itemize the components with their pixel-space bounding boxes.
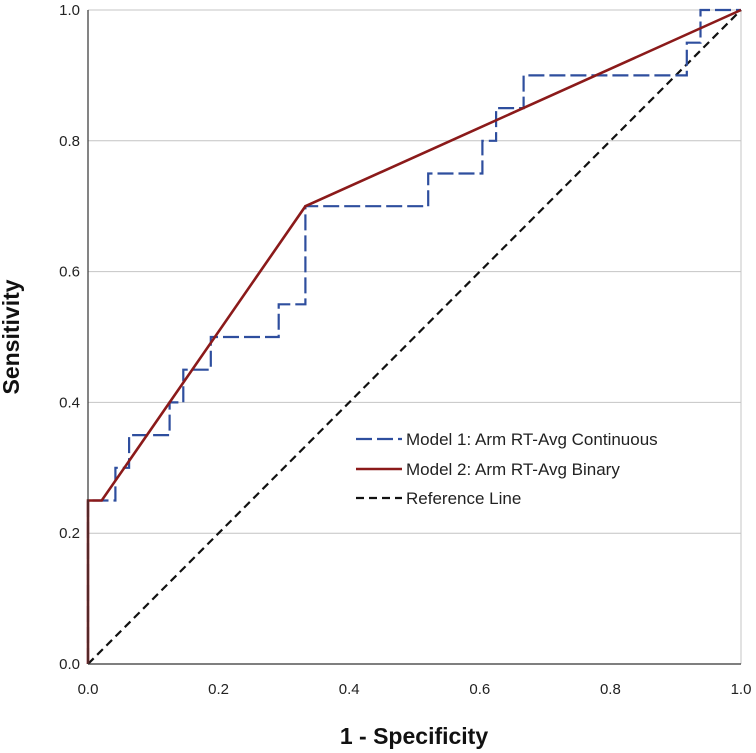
- y-tick-label: 0.2: [59, 525, 80, 542]
- y-tick-label: 0.6: [59, 264, 80, 281]
- x-tick-labels: 0.0 0.2 0.4 0.6 0.8 1.0: [78, 681, 752, 698]
- y-tick-label: 1.0: [59, 2, 80, 19]
- x-tick-label: 0.0: [78, 681, 99, 698]
- legend: Model 1: Arm RT-Avg Continuous Model 2: …: [356, 430, 658, 508]
- x-axis-title: 1 - Specificity: [340, 723, 488, 749]
- legend-label-reference: Reference Line: [406, 489, 521, 508]
- reference-series: [87, 9, 742, 665]
- y-tick-label: 0.8: [59, 133, 80, 150]
- x-tick-label: 0.6: [469, 681, 490, 698]
- x-tick-label: 1.0: [731, 681, 752, 698]
- axes: [87, 10, 741, 665]
- model-1-continuous-line: [86, 8, 741, 664]
- legend-label-model-1: Model 1: Arm RT-Avg Continuous: [406, 430, 658, 449]
- y-axis-title: Sensitivity: [0, 279, 24, 394]
- y-tick-label: 0.0: [59, 656, 80, 673]
- x-tick-label: 0.2: [208, 681, 229, 698]
- y-tick-label: 0.4: [59, 394, 80, 411]
- x-tick-label: 0.4: [339, 681, 360, 698]
- reference-line: [87, 9, 742, 665]
- legend-label-model-2: Model 2: Arm RT-Avg Binary: [406, 460, 620, 479]
- y-tick-labels: 0.0 0.2 0.4 0.6 0.8 1.0: [59, 2, 80, 673]
- x-tick-label: 0.8: [600, 681, 621, 698]
- gridlines: [88, 9, 742, 664]
